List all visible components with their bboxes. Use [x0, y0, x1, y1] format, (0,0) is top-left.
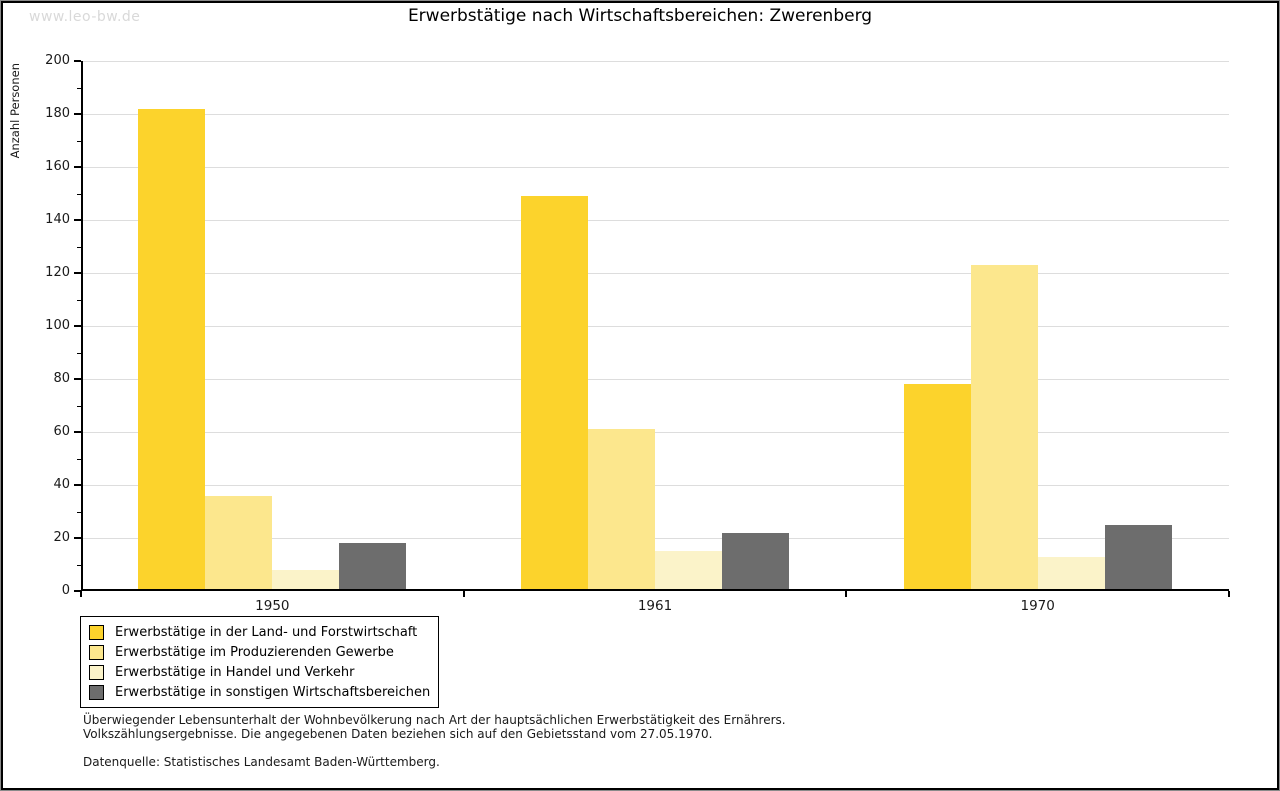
y-tick-label: 20	[53, 530, 70, 545]
x-axis-line	[81, 589, 1229, 591]
y-minor-tick	[77, 511, 81, 513]
legend-label: Erwerbstätige in sonstigen Wirtschaftsbe…	[115, 684, 431, 700]
y-minor-tick	[77, 193, 81, 195]
gridline	[81, 326, 1229, 327]
legend-item: Erwerbstätige im Produzierenden Gewerbe	[89, 642, 430, 662]
y-major-tick	[74, 272, 81, 274]
x-category-label: 1970	[1020, 598, 1055, 614]
y-minor-tick	[77, 246, 81, 248]
bar-1961-series-2	[588, 429, 655, 591]
footnote: Überwiegender Lebensunterhalt der Wohnbe…	[83, 713, 786, 770]
y-minor-tick	[77, 564, 81, 566]
gridline	[81, 114, 1229, 115]
legend-swatch	[89, 644, 104, 660]
bar-1970-series-1	[903, 384, 971, 591]
bar-1970-series-4	[1104, 524, 1172, 591]
legend: Erwerbstätige in der Land- und Forstwirt…	[80, 616, 440, 708]
y-minor-tick	[77, 87, 81, 89]
y-major-tick	[74, 113, 81, 115]
y-major-tick	[74, 431, 81, 433]
footnote-line-2: Volkszählungsergebnisse. Die angegebenen…	[83, 726, 713, 741]
y-major-tick	[74, 325, 81, 327]
y-tick-label: 60	[53, 424, 70, 439]
bar-1970-series-2	[970, 265, 1038, 591]
y-minor-tick	[77, 405, 81, 407]
gridline	[81, 538, 1229, 539]
bar-1970-series-3	[1037, 556, 1105, 591]
y-tick-label: 40	[53, 477, 70, 492]
legend-item: Erwerbstätige in Handel und Verkehr	[89, 662, 430, 682]
y-tick-label: 80	[53, 371, 70, 386]
bar-1950-series-4	[339, 543, 407, 591]
leo-bw-watermark: www.leo-bw.de	[29, 9, 141, 25]
x-boundary-tick	[80, 591, 82, 597]
legend-swatch	[89, 624, 104, 640]
x-category-label: 1961	[637, 598, 673, 614]
y-minor-tick	[77, 299, 81, 301]
y-tick-label: 160	[45, 159, 70, 174]
x-boundary-tick	[462, 591, 465, 597]
y-minor-tick	[77, 140, 81, 142]
y-tick-label: 140	[45, 212, 70, 227]
legend-item: Erwerbstätige in sonstigen Wirtschaftsbe…	[89, 682, 430, 702]
legend-label: Erwerbstätige in der Land- und Forstwirt…	[115, 624, 418, 640]
chart-title: Erwerbstätige nach Wirtschaftsbereichen:…	[407, 6, 873, 26]
y-major-tick	[74, 219, 81, 221]
footnote-source: Datenquelle: Statistisches Landesamt Bad…	[83, 755, 440, 769]
legend-swatch	[89, 664, 104, 680]
y-major-tick	[74, 60, 81, 62]
y-tick-label: 0	[61, 583, 70, 598]
legend-label: Erwerbstätige im Produzierenden Gewerbe	[115, 644, 394, 660]
y-major-tick	[74, 537, 81, 539]
legend-swatch	[89, 684, 104, 700]
y-major-tick	[74, 484, 81, 486]
legend-item: Erwerbstätige in der Land- und Forstwirt…	[89, 622, 430, 642]
y-axis-title: Anzahl Personen	[8, 63, 22, 159]
y-major-tick	[74, 590, 81, 592]
bar-1961-series-1	[521, 196, 589, 591]
gridline	[81, 273, 1229, 274]
y-major-tick	[74, 378, 81, 380]
footnote-line-1: Überwiegender Lebensunterhalt der Wohnbe…	[83, 713, 786, 727]
gridline	[81, 220, 1229, 221]
bar-1950-series-1	[138, 108, 206, 591]
y-tick-label: 100	[45, 318, 70, 333]
bar-1950-series-2	[205, 495, 273, 591]
plot-area: 0 20 40 60 80 100 120 140 160 180 200 1950 1961 1970	[45, 53, 1230, 614]
x-boundary-tick	[1228, 591, 1230, 597]
bar-1950-series-3	[272, 569, 340, 591]
gridline	[81, 61, 1229, 62]
y-major-tick	[74, 166, 81, 168]
y-tick-label: 120	[45, 265, 70, 280]
y-tick-label: 200	[45, 53, 70, 68]
y-tick-label: 180	[45, 106, 70, 121]
x-category-label: 1950	[255, 598, 290, 614]
gridline	[81, 167, 1229, 168]
y-axis-line	[81, 61, 83, 591]
gridline	[81, 432, 1229, 433]
y-minor-tick	[77, 352, 81, 354]
x-boundary-tick	[845, 591, 848, 597]
bar-1961-series-4	[721, 532, 789, 591]
legend-label: Erwerbstätige in Handel und Verkehr	[115, 664, 355, 680]
y-minor-tick	[77, 458, 81, 460]
gridline	[81, 379, 1229, 380]
bar-1961-series-3	[655, 551, 722, 591]
gridline	[81, 485, 1229, 486]
